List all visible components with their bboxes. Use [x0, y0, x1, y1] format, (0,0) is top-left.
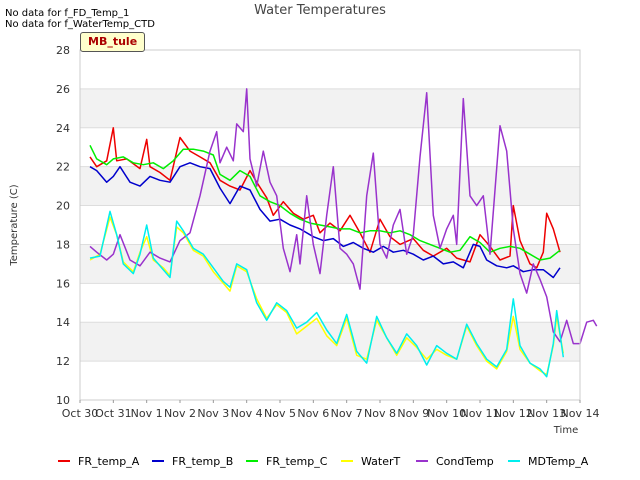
legend-item-mdtemp-a: MDTemp_A [508, 452, 588, 470]
series-line-fr-temp-c [89, 144, 561, 261]
legend-swatch [152, 460, 164, 462]
legend-label: WaterT [361, 454, 401, 468]
no-data-note: No data for f_WaterTemp_CTD [5, 19, 155, 30]
x-tick-label: Nov 11 [461, 407, 500, 420]
x-tick-label: Nov 8 [364, 407, 396, 420]
x-tick-label: Nov 12 [494, 407, 533, 420]
legend-label: CondTemp [436, 454, 494, 468]
legend-label: FR_temp_A [78, 454, 140, 468]
legend-swatch [58, 460, 70, 462]
plot-frame [79, 49, 581, 401]
x-tick-label: Nov 6 [297, 407, 329, 420]
x-tick-label: Oct 30 [62, 407, 99, 420]
legend-label: MDTemp_A [528, 454, 589, 468]
legend-item-fr-temp-c: FR_temp_C [246, 452, 327, 470]
x-tick-label: Nov 2 [164, 407, 196, 420]
legend-swatch [246, 460, 258, 462]
y-tick-label: 14 [56, 316, 70, 329]
series-line-mdtemp-a [89, 210, 565, 378]
y-tick-label: 20 [56, 200, 70, 213]
series-line-fr-temp-b [89, 162, 561, 279]
x-tick-label: Nov 13 [527, 407, 566, 420]
legend-swatch [341, 460, 353, 462]
y-tick-label: 10 [56, 394, 70, 407]
legend-label: FR_temp_B [172, 454, 234, 468]
grid-band [80, 322, 580, 362]
x-tick-label: Nov 1 [131, 407, 163, 420]
no-data-note: No data for f_FD_Temp_1 [5, 8, 130, 19]
series-line-watert [89, 216, 565, 376]
x-axis-label: Time [553, 425, 578, 436]
x-tick-label: Nov 4 [231, 407, 263, 420]
grid-band [80, 244, 580, 284]
legend-item-fr-temp-b: FR_temp_B [152, 452, 233, 470]
y-tick-label: 26 [56, 83, 70, 96]
x-tick-label: Nov 9 [397, 407, 429, 420]
legend-label: FR_temp_C [266, 454, 328, 468]
x-tick-label: Oct 31 [95, 407, 132, 420]
legend-item-watert: WaterT [341, 452, 400, 470]
legend-item-condtemp: CondTemp [416, 452, 494, 470]
y-tick-label: 16 [56, 277, 70, 290]
y-tick-label: 28 [56, 44, 70, 57]
y-tick-label: 18 [56, 238, 70, 251]
grid-band [80, 88, 580, 128]
x-tick-label: Nov 3 [197, 407, 229, 420]
series-line-fr-temp-a [89, 127, 561, 269]
x-tick-label: Nov 7 [331, 407, 363, 420]
legend: FR_temp_A FR_temp_B FR_temp_C WaterT Con… [0, 452, 640, 470]
no-data-notes: No data for f_FD_Temp_1 No data for f_Wa… [5, 8, 155, 30]
x-tick-label: Nov 5 [264, 407, 296, 420]
y-axis-label: Temperature (C) [9, 184, 20, 266]
y-tick-label: 12 [56, 355, 70, 368]
x-tick-label: Nov 14 [561, 407, 600, 420]
y-tick-label: 22 [56, 161, 70, 174]
series-line-condtemp [89, 88, 598, 345]
site-badge: MB_tule [80, 32, 146, 52]
chart-title: Water Temperatures [254, 3, 386, 18]
legend-swatch [416, 460, 428, 462]
y-tick-label: 24 [56, 122, 70, 135]
x-tick-label: Nov 10 [427, 407, 466, 420]
legend-swatch [508, 460, 520, 462]
legend-item-fr-temp-a: FR_temp_A [58, 452, 139, 470]
